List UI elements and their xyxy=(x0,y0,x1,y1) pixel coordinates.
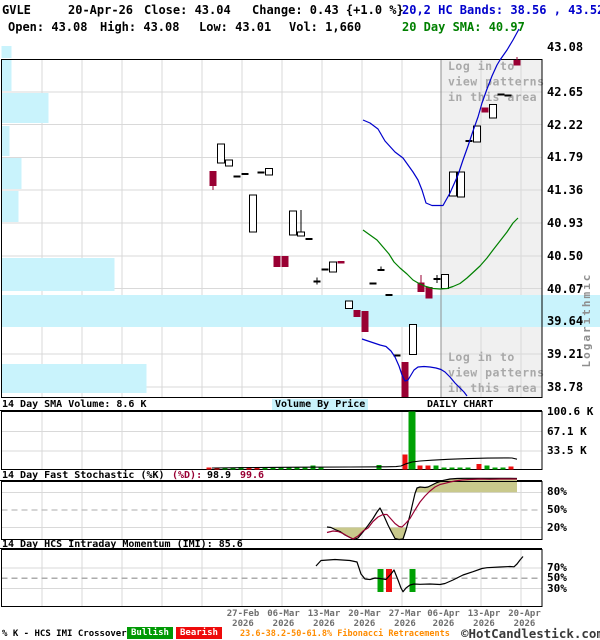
daily-chart-label: DAILY CHART xyxy=(427,399,494,410)
login-prompt-text: Log in to xyxy=(448,350,515,364)
imi-line xyxy=(315,556,524,593)
bearish-badge: Bearish xyxy=(176,627,222,639)
login-prompt-text: view patterns xyxy=(448,75,545,89)
lower-hc-band-line xyxy=(361,338,468,397)
close-value: Close: 43.04 xyxy=(144,3,231,17)
quote-date: 20-Apr-26 xyxy=(68,3,134,17)
sma-20-line xyxy=(362,217,519,290)
stoch-d-line xyxy=(326,478,517,540)
stoch-threshold-fill xyxy=(389,527,408,540)
imi-panel-title: 14 Day HCS Intraday Momentum (IMI): 85.6 xyxy=(2,538,243,550)
imi-tick-label: 70% xyxy=(547,561,567,574)
price-tick-label: 43.08 xyxy=(547,40,584,54)
price-tick-label: 42.65 xyxy=(547,84,584,99)
high-value: High: 43.08 xyxy=(100,20,180,34)
log-scale-label: Logarithmic xyxy=(580,273,593,368)
bullish-badge: Bullish xyxy=(127,627,173,639)
open-value: Open: 43.08 xyxy=(8,20,88,34)
date-tick-label: 20-Apr 2026 xyxy=(508,609,541,629)
volume-tick-label: 67.1 K xyxy=(547,424,587,438)
stoch-tick-label: 50% xyxy=(547,503,567,516)
volume-tick-label: 33.5 K xyxy=(547,444,587,457)
imi-tick-label: 30% xyxy=(547,581,567,595)
watermark-link[interactable]: ©HotCandlestick.com xyxy=(461,625,600,640)
volume-tick-label: 100.6 K xyxy=(547,405,594,418)
stoch-tick-label: 80% xyxy=(547,485,567,499)
stochastic-panel-title: 14 Day Fast Stochastic (%K) xyxy=(2,469,165,481)
hc-bands-value: 20,2 HC Bands: 38.56 , 43.52 xyxy=(402,3,600,17)
volume-value: Vol: 1,660 xyxy=(289,20,362,34)
login-prompt-text: Log in to xyxy=(448,59,515,73)
price-tick-label: 40.50 xyxy=(547,248,584,263)
stoch-tick-label: 20% xyxy=(547,520,567,534)
price-tick-label: 38.78 xyxy=(547,380,584,394)
price-tick-label: 39.64 xyxy=(547,314,584,329)
date-tick-label: 06-Apr 2026 xyxy=(427,609,460,629)
ticker-symbol: GVLE xyxy=(2,3,31,17)
stoch-k-line xyxy=(326,477,518,541)
date-tick-label: 13-Apr 2026 xyxy=(467,609,501,629)
change-value: Change: 0.43 {+1.0 %} xyxy=(252,3,404,17)
date-tick-label: 13-Mar 2026 xyxy=(307,609,341,629)
date-tick-label: 27-Feb 2026 xyxy=(226,609,260,629)
price-tick-label: 42.22 xyxy=(547,117,584,132)
price-tick-label: 41.36 xyxy=(547,183,584,198)
imi-tick-label: 50% xyxy=(547,571,567,585)
stochastic-d-value: 99.6 xyxy=(240,469,265,481)
price-tick-label: 40.07 xyxy=(547,281,584,296)
date-tick-label: 20-Mar 2026 xyxy=(348,609,381,629)
crossover-legend-label: % K - HCS IMI Crossover, xyxy=(2,629,133,639)
volume-panel-title: 14 Day SMA Volume: 8.6 K xyxy=(2,399,147,410)
stochastic-d-label: (%D): xyxy=(172,469,203,481)
login-prompt-text: in this area xyxy=(448,381,537,395)
date-tick-label: 06-Mar 2026 xyxy=(267,609,300,629)
fibonacci-legend-label: 23.6-38.2-50-61.8% Fibonacci Retracement… xyxy=(240,629,450,639)
login-prompt-text: view patterns xyxy=(448,366,545,380)
sma-value: 20 Day SMA: 40.97 xyxy=(402,20,525,34)
stochastic-k-value: 98.9 xyxy=(207,469,232,481)
upper-hc-band-line xyxy=(362,28,520,207)
price-tick-label: 39.21 xyxy=(547,347,584,362)
login-prompt-text: in this area xyxy=(448,90,537,104)
volume-by-price-label: Volume By Price xyxy=(272,398,369,410)
date-tick-label: 27-Mar 2026 xyxy=(388,609,422,629)
price-tick-label: 41.79 xyxy=(547,150,584,165)
volume-sma-line xyxy=(211,457,518,469)
low-value: Low: 43.01 xyxy=(199,20,272,34)
price-tick-label: 40.93 xyxy=(547,216,584,230)
